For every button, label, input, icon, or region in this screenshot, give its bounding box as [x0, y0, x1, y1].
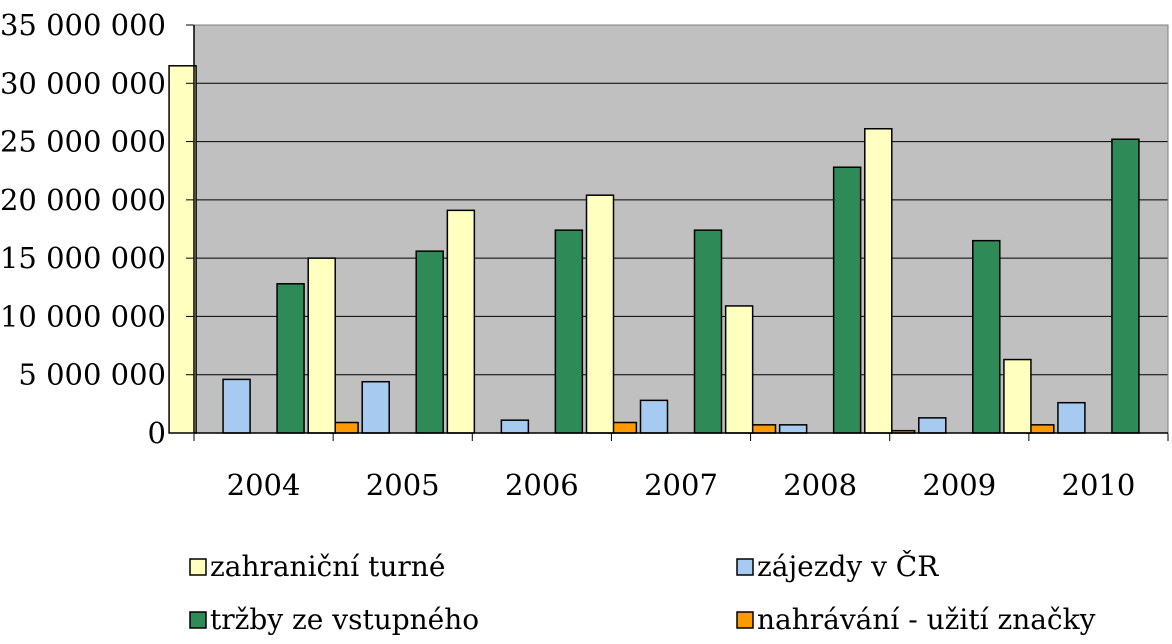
x-category-label: 2009 [922, 468, 996, 502]
bar-2004-series-1 [168, 65, 197, 434]
bar-2010-series-3 [1111, 138, 1140, 434]
legend-swatch-series-3 [189, 611, 207, 629]
bar-2005-series-2 [361, 380, 390, 434]
y-tick-label: 0 [148, 416, 166, 450]
bar-2006-series-1 [446, 209, 476, 434]
bar-2007-series-2 [639, 399, 669, 434]
bar-2008-series-3 [832, 166, 862, 434]
bar-2009-series-2 [918, 417, 947, 434]
y-tick-label: 5 000 000 [18, 358, 166, 392]
bar-2006-series-2 [500, 419, 530, 434]
legend-label-series-2: zájezdy v ČR [757, 549, 939, 583]
x-category-label: 2010 [1062, 468, 1136, 502]
bar-2010-series-1 [1003, 358, 1032, 434]
bar-2004-series-3 [276, 283, 305, 434]
bar-2007-series-3 [693, 229, 723, 434]
bar-2009-series-3 [972, 239, 1001, 434]
bar-2005-series-3 [415, 250, 444, 434]
y-tick-labels: 0 5 000 000 10 000 000 15 000 000 20 000 000… [0, 8, 166, 450]
legend-swatch-series-1 [189, 558, 207, 576]
bar-2007-series-1 [585, 194, 615, 434]
bar-2005-series-1 [307, 257, 336, 434]
legend-label-series-3: tržby ze vstupného [210, 603, 479, 636]
x-category-label: 2008 [783, 468, 857, 502]
axes [186, 24, 1169, 441]
x-category-labels: 2004 2005 2006 2007 2008 2009 2010 [227, 468, 1136, 502]
bar-2006-series-3 [554, 229, 584, 434]
bar-2010-series-2 [1057, 401, 1086, 434]
x-category-label: 2005 [366, 468, 440, 502]
legend-swatch-series-2 [736, 558, 754, 576]
y-tick-label: 15 000 000 [0, 241, 166, 275]
legend-label-series-4: nahrávání - užití značky [757, 603, 1096, 636]
x-category-label: 2006 [505, 468, 579, 502]
y-tick-label: 20 000 000 [0, 183, 166, 217]
bar-2008-series-2 [778, 424, 808, 434]
legend-swatch-series-4 [736, 611, 754, 629]
x-category-label: 2007 [644, 468, 718, 502]
legend: zahraniční turné zájezdy v ČR tržby ze vst… [189, 549, 1096, 636]
bar-2009-series-1 [864, 127, 893, 434]
bar-2008-series-1 [724, 305, 754, 434]
bar-2004-series-2 [222, 378, 251, 434]
y-tick-label: 10 000 000 [0, 299, 166, 333]
y-tick-label: 35 000 000 [0, 8, 166, 42]
x-category-label: 2004 [227, 468, 301, 502]
y-tick-label: 25 000 000 [0, 125, 166, 159]
y-tick-label: 30 000 000 [0, 66, 166, 100]
legend-label-series-1: zahraniční turné [210, 550, 445, 583]
